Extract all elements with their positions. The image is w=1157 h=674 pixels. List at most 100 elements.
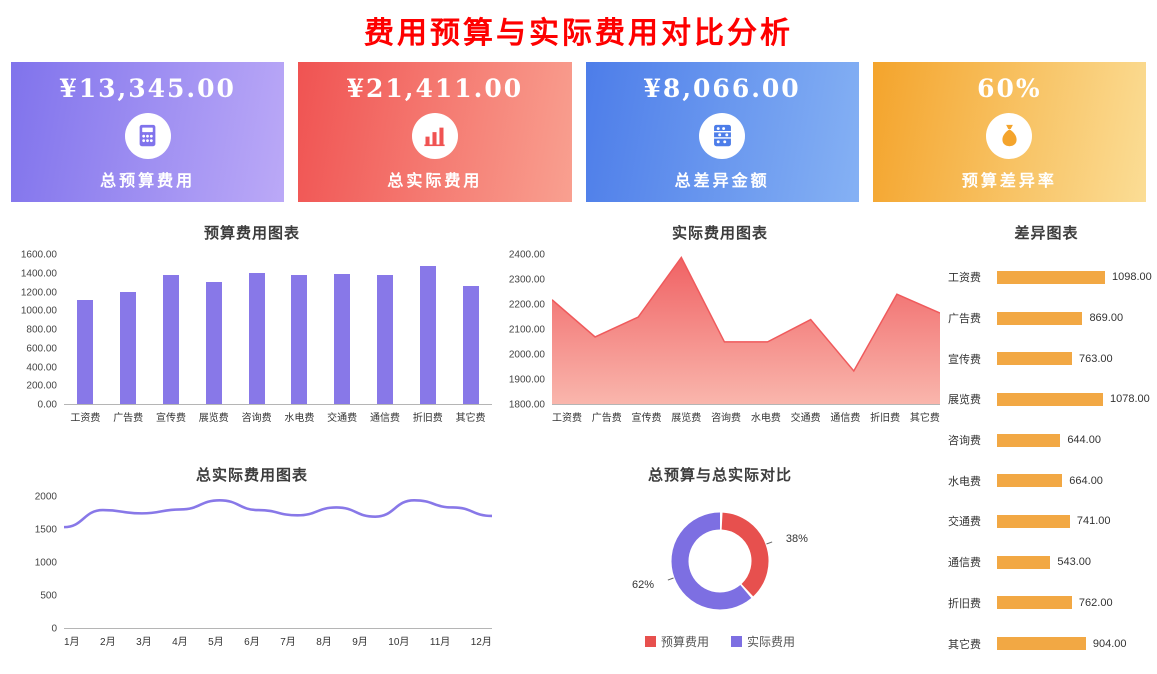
chart-title: 总实际费用图表 <box>195 467 308 484</box>
value-label: 763.00 <box>1079 352 1113 365</box>
x-tick-label: 交通费 <box>790 413 821 424</box>
x-tick-label: 11月 <box>429 637 451 648</box>
y-tick-label: 400.00 <box>26 362 57 373</box>
x-tick-label: 4月 <box>172 637 188 648</box>
legend-item: 预算费用 <box>644 633 709 650</box>
x-tick-label: 5月 <box>208 637 224 648</box>
y-tick-label: 0.00 <box>37 399 57 411</box>
y-tick-label: 1400.00 <box>20 268 57 280</box>
x-tick-label: 其它费 <box>909 413 940 424</box>
value-label: 904.00 <box>1092 637 1127 650</box>
y-tick-label: 1000.00 <box>20 305 57 317</box>
x-tick-label: 9月 <box>352 637 368 648</box>
y-tick-label: 2000.00 <box>508 349 545 361</box>
value-label: 1078.00 <box>1110 393 1150 406</box>
page-title: 费用预算与实际费用对比分析 <box>364 17 793 50</box>
x-tick-label: 水电费 <box>284 413 315 424</box>
bar <box>997 311 1083 325</box>
bar <box>997 514 1070 528</box>
y-axis: 1600.00 1400.00 1200.00 1000.00 800.00 600.00… <box>12 250 64 411</box>
x-tick-label: 通信费 <box>369 413 400 424</box>
category-label: 广告费 <box>948 313 981 326</box>
bar <box>419 266 436 404</box>
value-label: 762.00 <box>1078 596 1113 609</box>
y-axis: 2000 1500 1000 500 0 <box>12 492 64 635</box>
donut-chart-body: 38% 62% 预算费用 实际费用 <box>500 497 940 650</box>
value-label: 1098.00 <box>1111 271 1152 284</box>
donut-chart: 38% 62% <box>632 512 808 610</box>
budget-expense-chart: 预算费用图表 1600.00 1400.00 1200.00 1000.00 800.0… <box>8 214 496 456</box>
x-tick-label: 广告费 <box>113 413 144 424</box>
plot-area <box>64 497 492 629</box>
category-label: 咨询费 <box>948 435 981 448</box>
bar <box>997 555 1051 569</box>
abacus-icon <box>699 112 746 159</box>
bar <box>248 273 265 404</box>
value-label: 543.00 <box>1057 556 1092 569</box>
diff-row: 咨询费 644.00 <box>948 432 1145 448</box>
y-tick-label: 1800.00 <box>508 399 545 411</box>
x-tick-label: 1月 <box>64 637 80 648</box>
x-tick-label: 折旧费 <box>870 413 901 424</box>
y-tick-label: 600.00 <box>26 343 57 355</box>
y-tick-label: 2000 <box>34 491 57 503</box>
plot-area <box>64 255 492 405</box>
monthly-line-chart-body: 2000 1500 1000 500 0 1月 2月 3月 4月 5月 6月 7月 8月 9月 10月 11月… <box>12 492 492 648</box>
bar <box>291 274 308 404</box>
legend-item: 实际费用 <box>731 633 795 650</box>
monthly-actual-expense-chart: 总实际费用图表 2000 1500 1000 500 0 1月 2月 3月 4月 5月 6月 7月 8月… <box>8 456 496 674</box>
legend-swatch <box>644 636 656 647</box>
chart-title: 预算费用图表 <box>203 225 300 242</box>
x-tick-label: 工资费 <box>552 413 582 424</box>
bar <box>162 274 179 404</box>
kpi-card: 60% 预算差异率 <box>872 62 1146 202</box>
value-label: 644.00 <box>1067 434 1101 447</box>
y-tick-label: 1900.00 <box>508 374 545 386</box>
category-label: 其它费 <box>948 638 981 651</box>
plot-area <box>552 255 940 405</box>
x-tick-label: 6月 <box>244 637 260 648</box>
kpi-value: ¥21,411.00 <box>346 73 524 103</box>
x-tick-label: 展览费 <box>198 413 229 424</box>
x-tick-label: 10月 <box>388 637 410 648</box>
x-axis: 1月 2月 3月 4月 5月 6月 7月 8月 9月 10月 11月 12月 <box>64 629 492 648</box>
chart-title: 差异图表 <box>1014 225 1079 242</box>
bar <box>120 292 137 404</box>
area-series <box>552 255 940 404</box>
x-tick-label: 水电费 <box>750 413 781 424</box>
charts-grid: 预算费用图表 1600.00 1400.00 1200.00 1000.00 800.0… <box>0 202 1157 674</box>
x-tick-label: 3月 <box>136 637 152 648</box>
x-tick-label: 展览费 <box>671 413 702 424</box>
bar <box>997 596 1072 610</box>
y-tick-label: 2100.00 <box>508 324 545 336</box>
x-tick-label: 宣传费 <box>155 413 186 424</box>
kpi-card: ¥13,345.00 总预算费用 <box>11 62 285 202</box>
x-tick-label: 咨询费 <box>241 413 272 424</box>
bar <box>997 392 1103 406</box>
value-label: 664.00 <box>1069 474 1103 487</box>
kpi-card: ¥21,411.00 总实际费用 <box>298 62 572 202</box>
bar-chart-icon <box>411 112 458 159</box>
bar <box>77 299 94 404</box>
diff-row: 交通费 741.00 <box>948 513 1145 529</box>
diff-row: 展览费 1078.00 <box>948 391 1150 407</box>
value-label: 741.00 <box>1076 515 1111 528</box>
value-label: 869.00 <box>1089 312 1124 325</box>
x-tick-label: 交通费 <box>327 413 358 424</box>
budget-vs-actual-donut-chart: 总预算与总实际对比 38% 62% 预算费用 实际费用 <box>496 456 944 674</box>
diff-row: 工资费 1098.00 <box>948 269 1152 285</box>
x-tick-label: 2月 <box>100 637 116 648</box>
bar <box>997 637 1086 651</box>
y-tick-label: 1000 <box>34 557 57 569</box>
difference-chart: 差异图表 工资费 1098.00 广告费 869.00 宣传费 763.00 展览费 1078… <box>944 214 1152 674</box>
kpi-card: ¥8,066.00 总差异金额 <box>585 62 859 202</box>
y-tick-label: 1200.00 <box>20 287 57 298</box>
diff-row: 其它费 904.00 <box>948 636 1145 652</box>
bar <box>334 273 351 404</box>
donut-percent-label: 38% <box>786 533 808 545</box>
y-tick-label: 1500 <box>34 524 57 536</box>
category-label: 工资费 <box>948 272 981 285</box>
calculator-icon <box>124 112 171 159</box>
bar <box>205 281 222 404</box>
x-tick-label: 通信费 <box>830 413 861 424</box>
